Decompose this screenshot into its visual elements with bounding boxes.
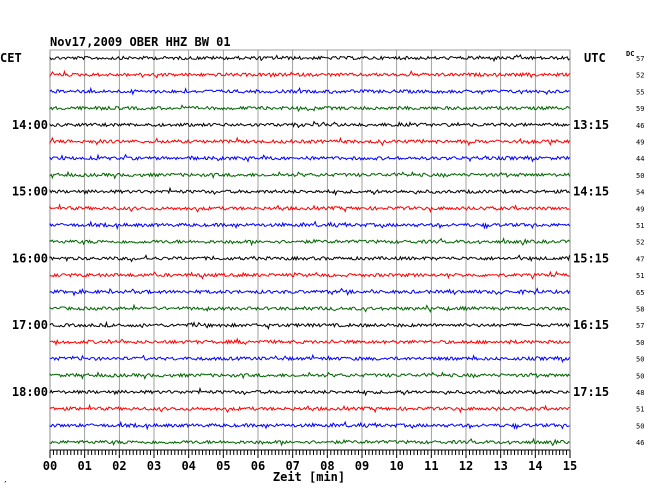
x-tick-label: 00 [43, 459, 57, 473]
dc-value: 44 [636, 155, 644, 163]
cet-hour-label: 15:00 [12, 185, 48, 199]
seismic-trace [49, 320, 571, 331]
dc-value: 52 [636, 72, 644, 80]
x-axis-label: Zeit [min] [273, 470, 345, 484]
seismic-trace [49, 386, 570, 397]
utc-hour-label: 13:15 [573, 118, 609, 132]
seismic-trace [49, 371, 570, 380]
x-tick-label: 15 [563, 459, 577, 473]
utc-hour-label: 17:15 [573, 385, 609, 399]
seismic-trace [49, 136, 571, 147]
x-tick-label: 03 [147, 459, 161, 473]
dc-value: 50 [636, 172, 644, 180]
dc-values: 57 52 55 59 46 49 44 50 54 49 51 52 47 51 65 58 57 50 50 50… [636, 55, 644, 447]
seismic-trace [49, 437, 570, 447]
seismic-trace [49, 353, 571, 364]
seismic-trace [49, 337, 570, 347]
utc-hour-label: 15:15 [573, 251, 609, 265]
seismic-trace [49, 237, 570, 247]
dc-value: 49 [636, 139, 644, 147]
seismic-trace [49, 203, 570, 214]
dc-value: 59 [636, 105, 644, 113]
x-axis: 00 01 02 03 04 05 06 07 08 09 10 11 12 13 14 15 [43, 449, 577, 473]
dc-value: 48 [636, 389, 644, 397]
seismic-trace [49, 86, 570, 96]
dc-value: 50 [636, 356, 644, 364]
dc-value: 50 [636, 339, 644, 347]
x-tick-label: 01 [77, 459, 91, 473]
utc-hour-label: 16:15 [573, 318, 609, 332]
seismic-trace [49, 303, 570, 314]
x-tick-label: 02 [112, 459, 126, 473]
seismic-trace [49, 104, 570, 113]
right-axis-label: UTC [584, 51, 606, 65]
seismic-trace [49, 287, 571, 297]
seismic-trace [49, 420, 570, 431]
seismic-trace [49, 403, 570, 414]
seismic-trace [49, 186, 570, 197]
x-tick-label: 04 [181, 459, 195, 473]
seismic-trace [49, 54, 570, 63]
x-tick-label: 05 [216, 459, 230, 473]
cet-hour-label: 14:00 [12, 118, 48, 132]
dc-value: 52 [636, 239, 644, 247]
dc-value: 46 [636, 439, 644, 447]
dc-value: 51 [636, 406, 644, 414]
x-tick-label: 06 [251, 459, 265, 473]
x-tick-label: 14 [528, 459, 542, 473]
dc-value: 54 [636, 189, 644, 197]
x-tick-label: 12 [459, 459, 473, 473]
utc-hour-label: 14:15 [573, 185, 609, 199]
dc-value: 55 [636, 88, 644, 96]
x-tick-label: 08 [320, 459, 334, 473]
x-tick-label: 09 [355, 459, 369, 473]
dc-value: 57 [636, 55, 644, 63]
cet-hour-label: 17:00 [12, 318, 48, 332]
seismic-trace [49, 170, 571, 180]
grid [49, 49, 571, 451]
footnote-mark: ′ [3, 480, 8, 489]
right-time-labels: 13:15 14:15 15:15 16:15 17:15 [573, 118, 609, 399]
dc-value: 51 [636, 222, 644, 230]
chart-title: Nov17,2009 OBER HHZ BW 01 [50, 35, 231, 49]
seismic-trace [49, 69, 571, 79]
seismic-trace [49, 153, 570, 163]
traces [49, 54, 571, 447]
cet-hour-label: 18:00 [12, 385, 48, 399]
x-tick-label: 10 [389, 459, 403, 473]
dc-value: 47 [636, 255, 644, 263]
dc-label: DC [626, 50, 634, 58]
plot-frame [49, 49, 571, 451]
left-time-labels: 14:00 15:00 16:00 17:00 18:00 [12, 118, 48, 399]
dc-value: 49 [636, 205, 644, 213]
dc-value: 57 [636, 322, 644, 330]
seismic-trace [49, 270, 570, 280]
dc-value: 50 [636, 422, 644, 430]
dc-value: 51 [636, 272, 644, 280]
dc-value: 50 [636, 372, 644, 380]
seismic-trace [49, 120, 570, 129]
left-axis-label: CET [0, 51, 22, 65]
seismic-trace [49, 254, 571, 263]
dc-value: 46 [636, 122, 644, 130]
seismic-trace [49, 220, 571, 231]
cet-hour-label: 16:00 [12, 251, 48, 265]
x-tick-label: 07 [285, 459, 299, 473]
x-tick-label: 13 [493, 459, 507, 473]
dc-value: 65 [636, 289, 644, 297]
dc-value: 58 [636, 306, 644, 314]
x-tick-label: 11 [424, 459, 438, 473]
